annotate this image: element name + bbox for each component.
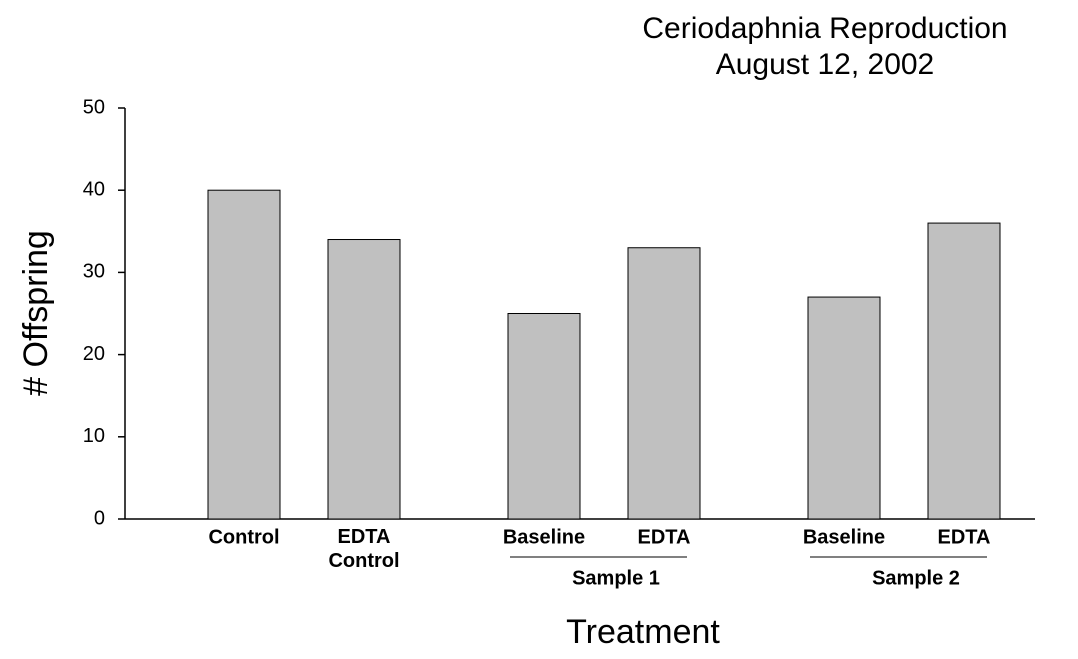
bar bbox=[507, 313, 581, 520]
x-tick-label: Baseline bbox=[803, 526, 885, 548]
group-label: Sample 2 bbox=[872, 567, 960, 589]
bar bbox=[927, 222, 1001, 520]
x-tick-label: Control bbox=[208, 526, 279, 548]
x-tick-label-line: EDTA bbox=[338, 526, 391, 548]
y-tick-label: 20 bbox=[83, 343, 105, 365]
bar bbox=[627, 247, 701, 520]
y-tick-label: 0 bbox=[94, 507, 105, 529]
x-axis-label: Treatment bbox=[566, 613, 720, 651]
y-tick-label: 40 bbox=[83, 178, 105, 200]
bar bbox=[207, 189, 281, 520]
chart-subtitle: August 12, 2002 bbox=[716, 48, 935, 81]
y-axis-label: # Offspring bbox=[17, 230, 55, 396]
bar bbox=[327, 239, 401, 520]
x-tick-label: EDTA bbox=[638, 526, 691, 548]
x-tick-label-line: Control bbox=[328, 550, 399, 572]
y-tick-label: 10 bbox=[83, 425, 105, 447]
y-tick-label: 30 bbox=[83, 261, 105, 283]
x-tick-label: Baseline bbox=[503, 526, 585, 548]
y-tick-label: 50 bbox=[83, 96, 105, 118]
x-tick-label: EDTA Control bbox=[328, 526, 399, 572]
group-label: Sample 1 bbox=[572, 567, 660, 589]
bar bbox=[807, 296, 881, 520]
x-tick-label: EDTA bbox=[938, 526, 991, 548]
chart-title: Ceriodaphnia Reproduction bbox=[642, 12, 1007, 45]
